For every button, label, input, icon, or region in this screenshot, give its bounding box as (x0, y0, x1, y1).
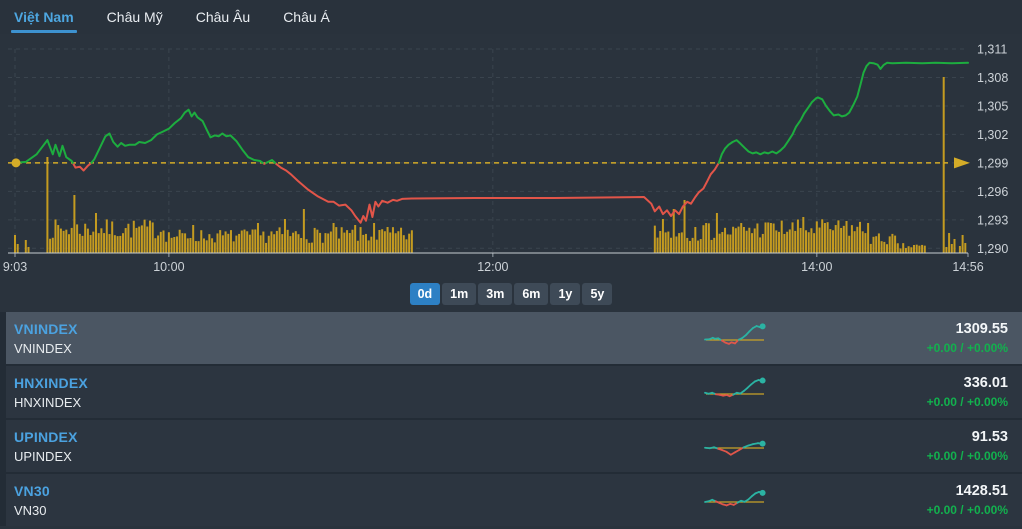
tab-label: Châu Âu (195, 9, 251, 25)
tab-label: Châu Mỹ (106, 9, 163, 25)
index-values: 1428.51 +0.00 / +0.00% (768, 483, 1008, 517)
tab-label: Châu Á (283, 9, 330, 25)
index-symbol: VN30 (14, 482, 50, 499)
range-1m[interactable]: 1m (442, 283, 477, 305)
range-3m[interactable]: 3m (478, 283, 513, 305)
svg-text:9:03: 9:03 (3, 260, 27, 274)
index-values: 91.53 +0.00 / +0.00% (768, 429, 1008, 463)
sparkline-chart (704, 323, 766, 345)
index-price: 336.01 (963, 375, 1008, 391)
index-identity: VNINDEX VNINDEX (14, 321, 174, 356)
index-change: +0.00 / +0.00% (926, 341, 1008, 355)
index-values: 336.01 +0.00 / +0.00% (768, 375, 1008, 409)
svg-text:10:00: 10:00 (153, 260, 184, 274)
tab-chau-my[interactable]: Châu Mỹ (106, 0, 164, 34)
svg-text:1,302: 1,302 (977, 128, 1008, 142)
index-identity: VN30 VN30 (14, 483, 174, 518)
tab-chau-au[interactable]: Châu Âu (195, 0, 251, 34)
index-change: +0.00 / +0.00% (926, 395, 1008, 409)
index-row-vn30[interactable]: VN30 VN30 1428.51 +0.00 / +0.00% (6, 474, 1022, 526)
svg-text:1,290: 1,290 (977, 242, 1008, 256)
index-row-upindex[interactable]: UPINDEX UPINDEX 91.53 +0.00 / +0.00% (6, 420, 1022, 472)
svg-text:14:56: 14:56 (952, 260, 983, 274)
index-name: VNINDEX (14, 340, 72, 356)
svg-text:1,299: 1,299 (977, 156, 1008, 170)
index-price: 1428.51 (955, 483, 1008, 499)
svg-text:14:00: 14:00 (801, 260, 832, 274)
index-name: UPINDEX (14, 448, 72, 464)
index-name: VN30 (14, 502, 47, 518)
tab-viet-nam[interactable]: Việt Nam (11, 0, 77, 34)
range-6m[interactable]: 6m (514, 283, 549, 305)
index-change: +0.00 / +0.00% (926, 449, 1008, 463)
index-name: HNXINDEX (14, 394, 82, 410)
index-list: VNINDEX VNINDEX 1309.55 +0.00 / +0.00% H… (0, 312, 1022, 526)
region-tabs: Việt Nam Châu Mỹ Châu Âu Châu Á (0, 0, 1022, 34)
svg-text:1,311: 1,311 (977, 43, 1007, 57)
svg-text:1,305: 1,305 (977, 99, 1008, 113)
sparkline-chart (704, 489, 766, 507)
svg-text:1,296: 1,296 (977, 185, 1008, 199)
tab-chau-a[interactable]: Châu Á (282, 0, 331, 34)
index-symbol: HNXINDEX (14, 374, 88, 391)
range-selector: 0d 1m 3m 6m 1y 5y (0, 278, 1022, 310)
range-0d[interactable]: 0d (409, 283, 441, 305)
tab-label: Việt Nam (14, 9, 74, 25)
index-price: 91.53 (971, 429, 1008, 445)
sparkline-chart (704, 440, 766, 456)
range-5y[interactable]: 5y (582, 283, 613, 305)
svg-text:1,293: 1,293 (977, 213, 1008, 227)
index-values: 1309.55 +0.00 / +0.00% (768, 321, 1008, 355)
index-identity: HNXINDEX HNXINDEX (14, 375, 174, 410)
index-change: +0.00 / +0.00% (926, 503, 1008, 517)
index-row-vnindex[interactable]: VNINDEX VNINDEX 1309.55 +0.00 / +0.00% (6, 312, 1022, 364)
sparkline-chart (704, 377, 766, 398)
svg-text:1,308: 1,308 (977, 71, 1008, 85)
range-1y[interactable]: 1y (550, 283, 581, 305)
index-row-hnxindex[interactable]: HNXINDEX HNXINDEX 336.01 +0.00 / +0.00% (6, 366, 1022, 418)
index-identity: UPINDEX UPINDEX (14, 429, 174, 464)
intraday-price-volume-chart[interactable]: 1,311 1,308 1,305 1,302 1,299 1,296 1,293 1,290… (0, 34, 1022, 278)
index-price: 1309.55 (955, 321, 1008, 337)
svg-text:12:00: 12:00 (477, 260, 508, 274)
index-symbol: UPINDEX (14, 428, 78, 445)
index-symbol: VNINDEX (14, 320, 78, 337)
